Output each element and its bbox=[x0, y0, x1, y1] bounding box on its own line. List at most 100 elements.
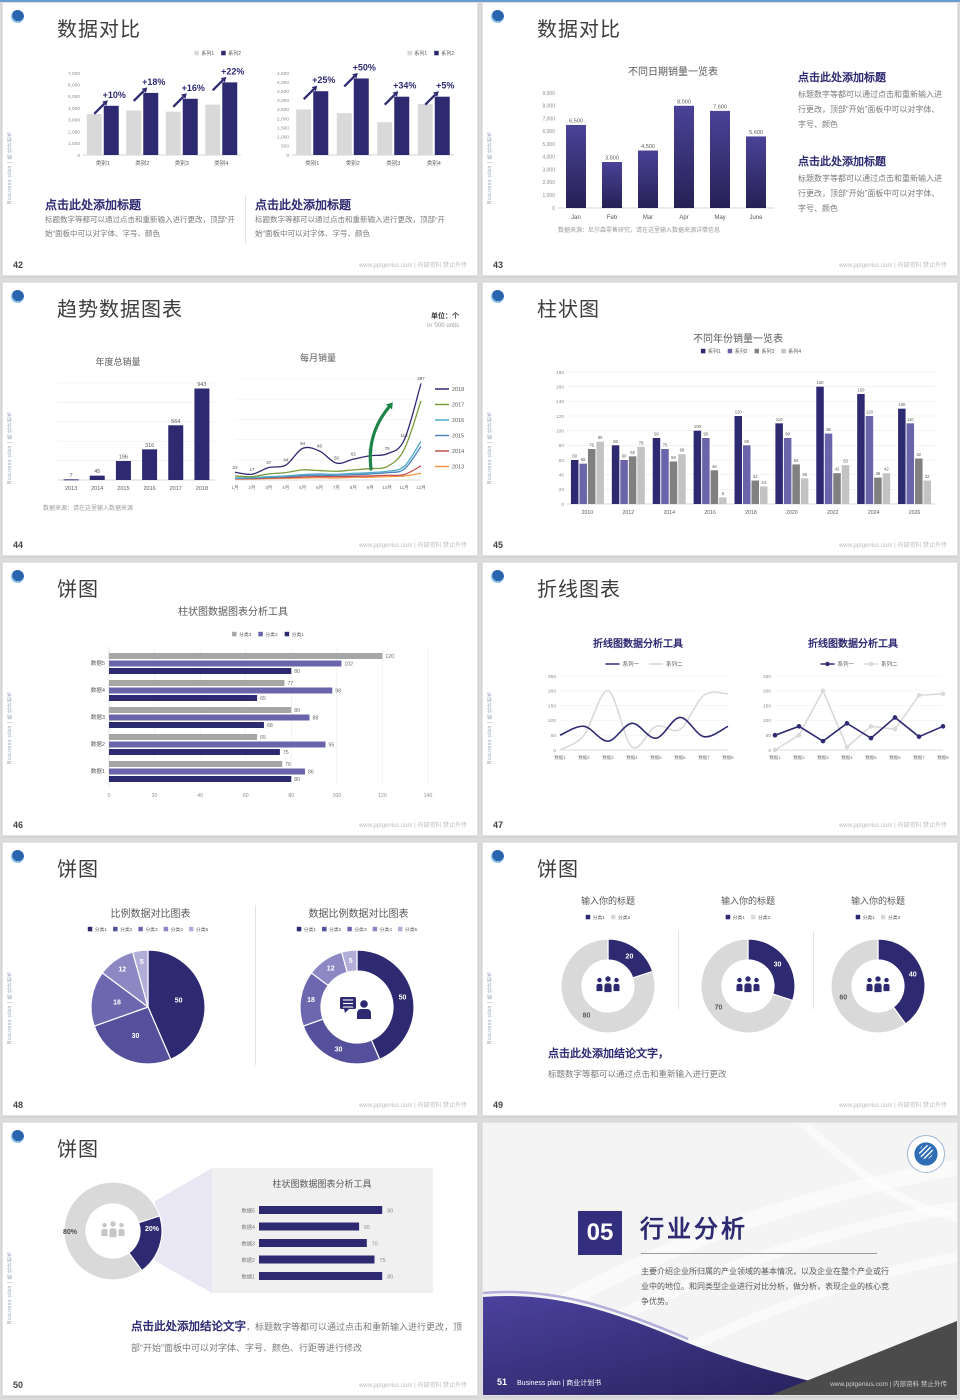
svg-text:50: 50 bbox=[399, 995, 407, 1002]
svg-text:系列1: 系列1 bbox=[414, 50, 427, 57]
conclusion-body: 标题数字等都可以通过点击和重新输入进行更改 bbox=[548, 1069, 727, 1079]
svg-text:90: 90 bbox=[704, 432, 709, 437]
slide-50[interactable]: 饼图 Business plan | 商业计划书 柱状图数据图表分析工具 数据5 8… bbox=[2, 1122, 478, 1396]
svg-text:30: 30 bbox=[335, 1047, 343, 1054]
slide-45[interactable]: 柱状图 Business plan | 商业计划书 不同年份销量一览表 系列1 系… bbox=[482, 282, 958, 556]
page-number: 45 bbox=[493, 540, 504, 550]
page-number: 46 bbox=[13, 820, 24, 830]
svg-text:数据3: 数据3 bbox=[817, 754, 829, 761]
conclusion-heading: 点击此处添加结论文字， bbox=[548, 1048, 669, 1060]
svg-text:May: May bbox=[714, 215, 725, 221]
svg-text:102: 102 bbox=[344, 662, 353, 668]
slide-48[interactable]: 饼图 Business plan | 商业计划书 比例数据对比图表 数据比例数据… bbox=[2, 842, 478, 1116]
svg-text:2022: 2022 bbox=[827, 510, 839, 516]
svg-text:65: 65 bbox=[630, 450, 635, 455]
svg-text:9月: 9月 bbox=[367, 485, 374, 491]
svg-text:+10%: +10% bbox=[103, 90, 126, 100]
sidebar-vertical-text: Business plan | 商业计划书 bbox=[7, 411, 13, 484]
chart-title: 年度总销量 bbox=[95, 357, 141, 367]
svg-text:50: 50 bbox=[334, 456, 340, 461]
svg-text:150: 150 bbox=[857, 388, 865, 393]
svg-text:20%: 20% bbox=[145, 1226, 160, 1233]
slide-title: 数据对比 bbox=[537, 19, 621, 41]
svg-text:5,000: 5,000 bbox=[542, 142, 555, 148]
svg-text:数据2: 数据2 bbox=[241, 1256, 255, 1264]
svg-text:32: 32 bbox=[925, 474, 930, 479]
brand-logo-icon bbox=[491, 570, 504, 583]
svg-text:94: 94 bbox=[300, 441, 306, 446]
svg-text:40: 40 bbox=[197, 793, 203, 799]
footer-url: www.pptgenius.com | 内部资料 禁止外传 bbox=[839, 543, 947, 549]
monthly-sales-line-chart: 1月 2月 3月 4月 5月 6月 7月 8月 9月 10月 11月 12月 23 17 37 44 94 86 5… bbox=[231, 376, 464, 491]
slide-49[interactable]: 饼图 Business plan | 商业计划书 输入你的标题 输入你的标题 输… bbox=[482, 842, 958, 1116]
svg-text:100: 100 bbox=[694, 424, 702, 429]
svg-text:76: 76 bbox=[285, 762, 291, 768]
horizontal-grouped-bar-chart: 分类3 分类2 分类1 0 20 40 60 80 100 120 140 120 102 80 数据5 77… bbox=[91, 631, 433, 799]
svg-text:3,000: 3,000 bbox=[542, 167, 555, 173]
chart-title: 输入你的标题 bbox=[850, 896, 905, 906]
svg-text:564: 564 bbox=[171, 419, 180, 425]
svg-text:70: 70 bbox=[372, 1242, 378, 1248]
svg-text:60: 60 bbox=[559, 458, 565, 464]
chart-title: 比例数据对比图表 bbox=[110, 909, 191, 920]
svg-text:分类4: 分类4 bbox=[171, 926, 184, 933]
conclusion-body: ，标题数字等都可以通过点击和重新输入进行更改，顶部“开始”面板中可以对字体、字号… bbox=[131, 1322, 463, 1354]
svg-text:分类3: 分类3 bbox=[354, 926, 367, 933]
svg-text:分类1: 分类1 bbox=[863, 914, 876, 921]
footer-url: www.pptgenius.com | 内部资料 禁止外传 bbox=[359, 823, 467, 829]
page-number: 44 bbox=[13, 540, 24, 550]
svg-text:2012: 2012 bbox=[623, 510, 635, 516]
svg-text:6,000: 6,000 bbox=[542, 129, 555, 135]
svg-text:80%: 80% bbox=[63, 1229, 78, 1236]
svg-text:6,000: 6,000 bbox=[68, 83, 80, 89]
svg-text:3,500: 3,500 bbox=[277, 89, 289, 95]
svg-text:180: 180 bbox=[556, 370, 564, 376]
svg-text:500: 500 bbox=[281, 144, 289, 150]
svg-text:77: 77 bbox=[287, 681, 293, 687]
svg-text:85: 85 bbox=[598, 435, 603, 440]
svg-text:68: 68 bbox=[680, 448, 685, 453]
svg-text:2016: 2016 bbox=[143, 486, 155, 492]
svg-text:June: June bbox=[749, 215, 763, 221]
footer-url: www.pptgenius.com | 内部资料 禁止外传 bbox=[359, 543, 467, 549]
slide-42[interactable]: 数据对比 Business plan | 商业计划书 0 1,000 2,000 3,… bbox=[2, 2, 478, 276]
svg-text:2,000: 2,000 bbox=[542, 180, 555, 186]
svg-text:分类4: 分类4 bbox=[380, 926, 393, 933]
svg-text:2018: 2018 bbox=[196, 486, 208, 492]
monthly-sales-bar-chart: 0 1,000 2,000 3,000 4,000 5,000 6,000 7,000 8,00… bbox=[542, 91, 774, 221]
slide-43[interactable]: 数据对比 Business plan | 商业计划书 不同日期销量一览表 0 1,… bbox=[482, 2, 958, 276]
grouped-bar-chart-left: 0 1,000 2,000 3,000 4,000 5,000 6,000 7,000 类别1 +… bbox=[68, 50, 244, 167]
svg-text:80: 80 bbox=[744, 439, 749, 444]
svg-text:88: 88 bbox=[313, 716, 319, 722]
svg-text:数据1: 数据1 bbox=[554, 754, 566, 761]
svg-text:60: 60 bbox=[572, 454, 577, 459]
svg-text:2014: 2014 bbox=[663, 510, 675, 516]
svg-text:120: 120 bbox=[866, 410, 874, 415]
slide-title: 折线图表 bbox=[537, 579, 621, 601]
school-emblem-icon bbox=[907, 1135, 945, 1173]
svg-text:37: 37 bbox=[266, 460, 272, 465]
svg-text:943: 943 bbox=[197, 382, 206, 388]
chart-title: 输入你的标题 bbox=[580, 896, 635, 906]
block-heading: 点击此处添加标题 bbox=[255, 198, 352, 212]
svg-text:100: 100 bbox=[333, 793, 342, 799]
svg-text:110: 110 bbox=[907, 417, 914, 422]
svg-text:60: 60 bbox=[622, 454, 627, 459]
svg-text:78: 78 bbox=[385, 446, 391, 451]
slide-47[interactable]: 折线图表 Business plan | 商业计划书 折线图数据分析工具 折线图… bbox=[482, 562, 958, 836]
slide-51[interactable]: 05 行业分析 主要介绍企业所归属的产业领域的基本情况，以及企业在整个产业或行业… bbox=[482, 1122, 958, 1396]
svg-text:100: 100 bbox=[556, 428, 564, 434]
svg-text:9,000: 9,000 bbox=[542, 91, 555, 97]
svg-text:数据3: 数据3 bbox=[241, 1240, 255, 1248]
page-number: 48 bbox=[13, 1100, 24, 1110]
svg-text:90: 90 bbox=[785, 432, 790, 437]
footer-url: www.pptgenius.com | 内部资料 禁止外传 bbox=[839, 263, 947, 269]
svg-text:35: 35 bbox=[802, 472, 807, 477]
slide-44[interactable]: 趋势数据图表 Business plan | 商业计划书 单位：个 in '00… bbox=[2, 282, 478, 556]
svg-text:分类2: 分类2 bbox=[888, 914, 901, 921]
slide-46[interactable]: 饼图 Business plan | 商业计划书 柱状图数据图表分析工具 分类3… bbox=[2, 562, 478, 836]
footer-url: www.pptgenius.com | 内部资料 禁止外传 bbox=[359, 263, 467, 269]
block-body: 标题数字等都可以通过点击和重新输入进行更改，顶部“开始”面板中可以对字体、字号、… bbox=[798, 174, 942, 214]
svg-text:140: 140 bbox=[556, 399, 564, 405]
page-number: 49 bbox=[493, 1100, 504, 1110]
